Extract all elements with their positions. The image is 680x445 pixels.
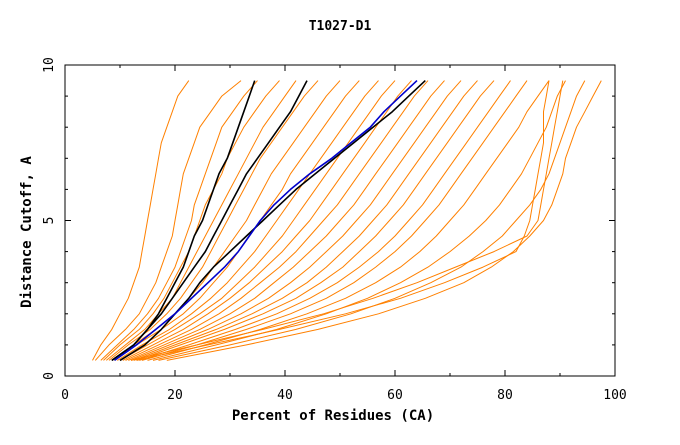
x-tick-label-3: 60 <box>387 388 403 403</box>
gdt-curve-11 <box>125 80 429 361</box>
gdt-curve-9 <box>119 80 396 361</box>
x-tick-label-5: 100 <box>603 388 626 403</box>
y-tick-label-1: 5 <box>42 217 57 225</box>
gdt-curve-21 <box>166 80 602 361</box>
x-tick-label-0: 0 <box>61 388 69 403</box>
gdt-curve-3 <box>103 80 280 361</box>
highlight-curve-2 <box>119 80 426 362</box>
gdt-curve-18 <box>147 80 550 361</box>
chart-title: T1027-D1 <box>309 19 372 34</box>
highlight-curve-1 <box>111 80 308 362</box>
gdt-curve-0 <box>92 80 190 361</box>
highlight-curve-3 <box>114 80 418 362</box>
gdt-curve-1 <box>94 80 242 361</box>
gdt-curve-22 <box>130 80 564 361</box>
gdt-curve-14 <box>133 80 478 361</box>
gdt-curve-7 <box>114 80 360 361</box>
gdt-curve-19 <box>152 80 566 361</box>
y-tick-label-0: 0 <box>42 372 57 380</box>
y-tick-label-2: 10 <box>42 57 57 73</box>
gdt-curve-8 <box>117 80 379 361</box>
gdt-curve-15 <box>136 80 495 361</box>
y-axis-title: Distance Cutoff, A <box>19 156 35 308</box>
gdt-curve-12 <box>128 80 445 361</box>
highlight-curve-0 <box>111 80 256 362</box>
gdt-curve-5 <box>108 80 319 361</box>
x-tick-label-4: 80 <box>497 388 513 403</box>
gdt-curve-17 <box>141 80 528 361</box>
gdt-curve-16 <box>139 80 511 361</box>
x-tick-label-2: 40 <box>277 388 293 403</box>
series-layer <box>92 80 602 362</box>
gdt-curve-10 <box>122 80 412 361</box>
gdt-curve-2 <box>100 80 258 361</box>
axis-layer: 0 20 40 60 80 100 0 5 10 <box>42 57 627 403</box>
x-axis-title: Percent of Residues (CA) <box>232 408 434 424</box>
x-tick-label-1: 20 <box>167 388 183 403</box>
gdt-curve-23 <box>136 80 550 361</box>
gdt-curve-13 <box>130 80 462 361</box>
gdt-curve-20 <box>158 80 586 361</box>
